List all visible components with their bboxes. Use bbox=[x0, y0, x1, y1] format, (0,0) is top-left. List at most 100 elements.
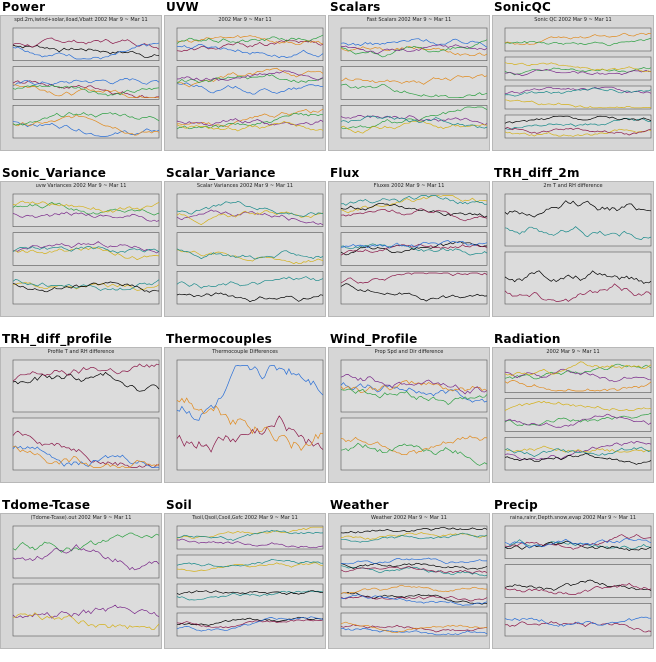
thumbnail-title[interactable]: TRH_diff_profile bbox=[2, 332, 113, 346]
plot-series-line bbox=[340, 39, 488, 58]
plot-thumbnail[interactable]: 2m T and RH difference bbox=[492, 181, 654, 317]
plot-subtitle: Sonic QC 2002 Mar 9 ~ Mar 11 bbox=[534, 17, 612, 23]
plot-series-line bbox=[340, 442, 488, 466]
thumbnail-title[interactable]: Weather bbox=[330, 498, 389, 512]
plot-series-line bbox=[12, 363, 160, 382]
plot-graphic bbox=[340, 27, 488, 139]
plot-series-line bbox=[504, 582, 652, 595]
plot-thumbnail[interactable]: Sonic QC 2002 Mar 9 ~ Mar 11 bbox=[492, 15, 654, 151]
plot-graphic bbox=[12, 525, 160, 637]
plot-thumbnail[interactable]: Thermocouple Differences bbox=[164, 347, 326, 483]
plot-series-line bbox=[340, 195, 488, 206]
plot-thumbnail[interactable]: Weather 2002 Mar 9 ~ Mar 11 bbox=[328, 513, 490, 649]
thumbnail-title[interactable]: Thermocouples bbox=[166, 332, 273, 346]
plot-thumbnail[interactable]: 2002 Mar 9 ~ Mar 11 bbox=[164, 15, 326, 151]
plot-series-line bbox=[12, 78, 160, 87]
plot-series-line bbox=[340, 240, 488, 249]
plot-panel bbox=[504, 85, 652, 110]
thumbnail-title[interactable]: Tdome-Tcase bbox=[2, 498, 91, 512]
thumbnail-title[interactable]: Radiation bbox=[494, 332, 561, 346]
plot-panel bbox=[176, 554, 324, 579]
thumbnail-title[interactable]: TRH_diff_2m bbox=[494, 166, 580, 180]
thumbnail-title[interactable]: Sonic_Variance bbox=[2, 166, 107, 180]
plot-series-line bbox=[504, 200, 652, 218]
thumbnail-title[interactable]: Power bbox=[2, 0, 46, 14]
thumbnail-title[interactable]: Wind_Profile bbox=[330, 332, 418, 346]
plot-series-line bbox=[504, 67, 652, 76]
plot-subtitle: uvw Variances 2002 Mar 9 ~ Mar 11 bbox=[35, 183, 127, 189]
plot-thumbnail[interactable]: uvw Variances 2002 Mar 9 ~ Mar 11 bbox=[0, 181, 162, 317]
plot-subtitle: raina,rainr,Depth.snow,evap 2002 Mar 9 ~… bbox=[509, 515, 637, 521]
plot-series-line bbox=[504, 69, 652, 77]
plot-thumbnail[interactable]: (Tdome-Tcase).out 2002 Mar 9 ~ Mar 11 bbox=[0, 513, 162, 649]
plot-graphic bbox=[12, 193, 160, 305]
plot-panel bbox=[176, 271, 324, 305]
plot-series-line bbox=[12, 44, 160, 59]
plot-series-line bbox=[12, 612, 160, 630]
plot-subtitle: spd.2m,iwind+solar,iload,Vbatt 2002 Mar … bbox=[14, 17, 148, 23]
plot-thumbnail[interactable]: Fluxes 2002 Mar 9 ~ Mar 11 bbox=[328, 181, 490, 317]
plot-subtitle: (Tdome-Tcase).out 2002 Mar 9 ~ Mar 11 bbox=[30, 515, 132, 521]
plot-thumbnail[interactable]: raina,rainr,Depth.snow,evap 2002 Mar 9 ~… bbox=[492, 513, 654, 649]
plot-series-line bbox=[340, 38, 488, 48]
plot-thumbnail[interactable]: Profile T and RH difference bbox=[0, 347, 162, 483]
plot-series-line bbox=[340, 382, 488, 403]
plot-series-line bbox=[12, 532, 160, 553]
plot-series-line bbox=[340, 621, 488, 633]
plot-series-line bbox=[504, 62, 652, 73]
plot-series-line bbox=[340, 388, 488, 406]
plot-series-line bbox=[340, 595, 488, 602]
plot-graphic bbox=[176, 27, 324, 139]
plot-thumbnail[interactable]: 2002 Mar 9 ~ Mar 11 bbox=[492, 347, 654, 483]
plot-series-line bbox=[340, 241, 488, 256]
plot-series-line bbox=[176, 249, 324, 265]
plot-panel bbox=[340, 554, 488, 579]
plot-series-line bbox=[504, 616, 652, 627]
plot-series-line bbox=[504, 361, 652, 377]
plot-series-line bbox=[12, 241, 160, 254]
gallery-cell: Weather Weather 2002 Mar 9 ~ Mar 11 bbox=[328, 498, 492, 662]
plot-panel bbox=[504, 359, 652, 393]
plot-subtitle: Profile T and RH difference bbox=[47, 349, 115, 355]
thumbnail-title[interactable]: Soil bbox=[166, 498, 192, 512]
plot-series-line bbox=[504, 579, 652, 591]
plot-panel bbox=[12, 193, 160, 227]
gallery-cell: Tdome-Tcase (Tdome-Tcase).out 2002 Mar 9 … bbox=[0, 498, 164, 662]
plot-subtitle: Fluxes 2002 Mar 9 ~ Mar 11 bbox=[373, 183, 445, 189]
plot-subtitle: Weather 2002 Mar 9 ~ Mar 11 bbox=[371, 515, 447, 521]
plot-panel bbox=[504, 27, 652, 52]
plot-series-line bbox=[176, 39, 324, 52]
plot-panel bbox=[504, 564, 652, 598]
plot-thumbnail[interactable]: spd.2m,iwind+solar,iload,Vbatt 2002 Mar … bbox=[0, 15, 162, 151]
plot-series-line bbox=[176, 590, 324, 595]
plot-panel bbox=[340, 271, 488, 305]
plot-panel bbox=[340, 417, 488, 471]
thumbnail-title[interactable]: Scalar_Variance bbox=[166, 166, 276, 180]
plot-panel bbox=[12, 583, 160, 637]
plot-graphic bbox=[504, 193, 652, 305]
thumbnail-title[interactable]: SonicQC bbox=[494, 0, 552, 14]
plot-graphic bbox=[504, 359, 652, 471]
plot-series-line bbox=[176, 112, 324, 130]
thumbnail-title[interactable]: UVW bbox=[166, 0, 199, 14]
plot-graphic bbox=[340, 525, 488, 637]
plot-series-line bbox=[504, 283, 652, 302]
plot-series-line bbox=[340, 243, 488, 256]
plot-series-line bbox=[12, 37, 160, 50]
plot-panel bbox=[176, 66, 324, 100]
plot-series-line bbox=[340, 374, 488, 395]
plot-thumbnail[interactable]: Tsoil,Qsoil,Csoil,Gsfc 2002 Mar 9 ~ Mar … bbox=[164, 513, 326, 649]
thumbnail-title[interactable]: Scalars bbox=[330, 0, 381, 14]
plot-series-line bbox=[12, 200, 160, 213]
plot-series-line bbox=[340, 44, 488, 55]
plot-thumbnail[interactable]: Prop Spd and Dir difference bbox=[328, 347, 490, 483]
plot-thumbnail[interactable]: Fast Scalars 2002 Mar 9 ~ Mar 11 bbox=[328, 15, 490, 151]
plot-thumbnail[interactable]: Scalar Variances 2002 Mar 9 ~ Mar 11 bbox=[164, 181, 326, 317]
thumbnail-title[interactable]: Flux bbox=[330, 166, 360, 180]
plot-subtitle: Tsoil,Qsoil,Csoil,Gsfc 2002 Mar 9 ~ Mar … bbox=[192, 515, 298, 521]
plot-series-line bbox=[340, 562, 488, 570]
plot-series-line bbox=[504, 412, 652, 426]
gallery-cell: UVW 2002 Mar 9 ~ Mar 11 bbox=[164, 0, 328, 166]
plot-panel bbox=[176, 232, 324, 266]
thumbnail-title[interactable]: Precip bbox=[494, 498, 538, 512]
